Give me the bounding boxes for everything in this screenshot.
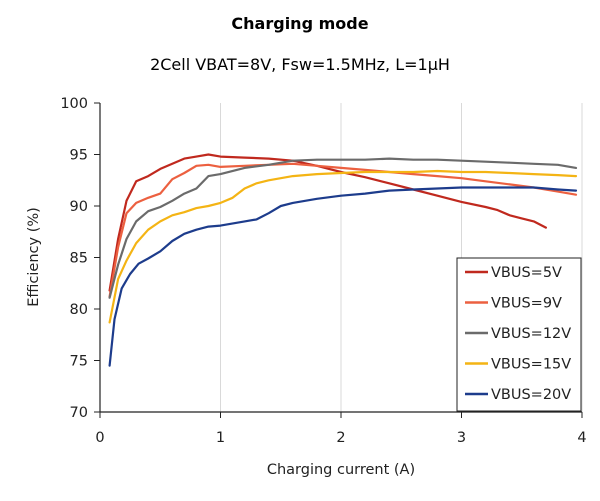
x-tick-label: 4 <box>577 430 586 446</box>
x-axis-label: Charging current (A) <box>267 462 415 478</box>
series-line-vbus-15v <box>108 169 578 324</box>
legend-label: VBUS=12V <box>491 326 571 342</box>
y-tick-label: 70 <box>70 405 88 421</box>
series-line-vbus-12v <box>108 157 578 299</box>
legend-label: VBUS=5V <box>491 265 562 281</box>
y-axis-label: Efficiency (%) <box>26 207 42 307</box>
axes <box>94 102 583 418</box>
tick-labels: 70 75 80 85 90 95 100 0 1 2 3 4 <box>60 96 586 446</box>
legend: VBUS=5V VBUS=9V VBUS=12V VBUS=15V VBUS=20V <box>456 257 582 412</box>
y-tick-label: 80 <box>70 302 88 318</box>
y-tick-label: 100 <box>60 96 88 112</box>
x-tick-label: 3 <box>457 430 466 446</box>
x-tick-label: 0 <box>95 430 104 446</box>
legend-label: VBUS=20V <box>491 387 571 403</box>
y-tick-label: 75 <box>70 354 88 370</box>
chart-title: Charging mode <box>231 14 369 33</box>
y-tick-label: 90 <box>70 199 88 215</box>
legend-label: VBUS=15V <box>491 357 571 373</box>
x-tick-label: 1 <box>216 430 225 446</box>
series-lines <box>108 153 578 367</box>
y-tick-label: 95 <box>70 148 88 164</box>
series-line-vbus-20v <box>108 186 578 367</box>
chart-subtitle: 2Cell VBAT=8V, Fsw=1.5MHz, L=1µH <box>150 55 450 74</box>
x-tick-label: 2 <box>336 430 345 446</box>
series-line-vbus-9v <box>108 162 578 298</box>
legend-label: VBUS=9V <box>491 296 562 312</box>
legend-box <box>456 257 582 412</box>
y-tick-label: 85 <box>70 251 88 267</box>
